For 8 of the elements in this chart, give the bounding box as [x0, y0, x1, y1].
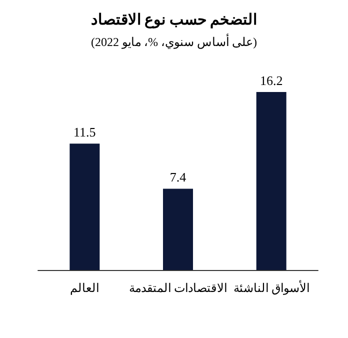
x-tick-label: الأسواق الناشئة: [233, 280, 310, 295]
x-tick-label: الاقتصادات المتقدمة: [129, 281, 227, 295]
chart-title: التضخم حسب نوع الاقتصاد: [90, 12, 258, 28]
data-label: 7.4: [170, 170, 187, 185]
data-label: 16.2: [260, 73, 283, 88]
data-label: 11.5: [74, 124, 96, 140]
chart-subtitle: (على أساس سنوي، %، مايو 2022): [91, 34, 257, 49]
x-tick-label: العالم: [70, 281, 100, 295]
